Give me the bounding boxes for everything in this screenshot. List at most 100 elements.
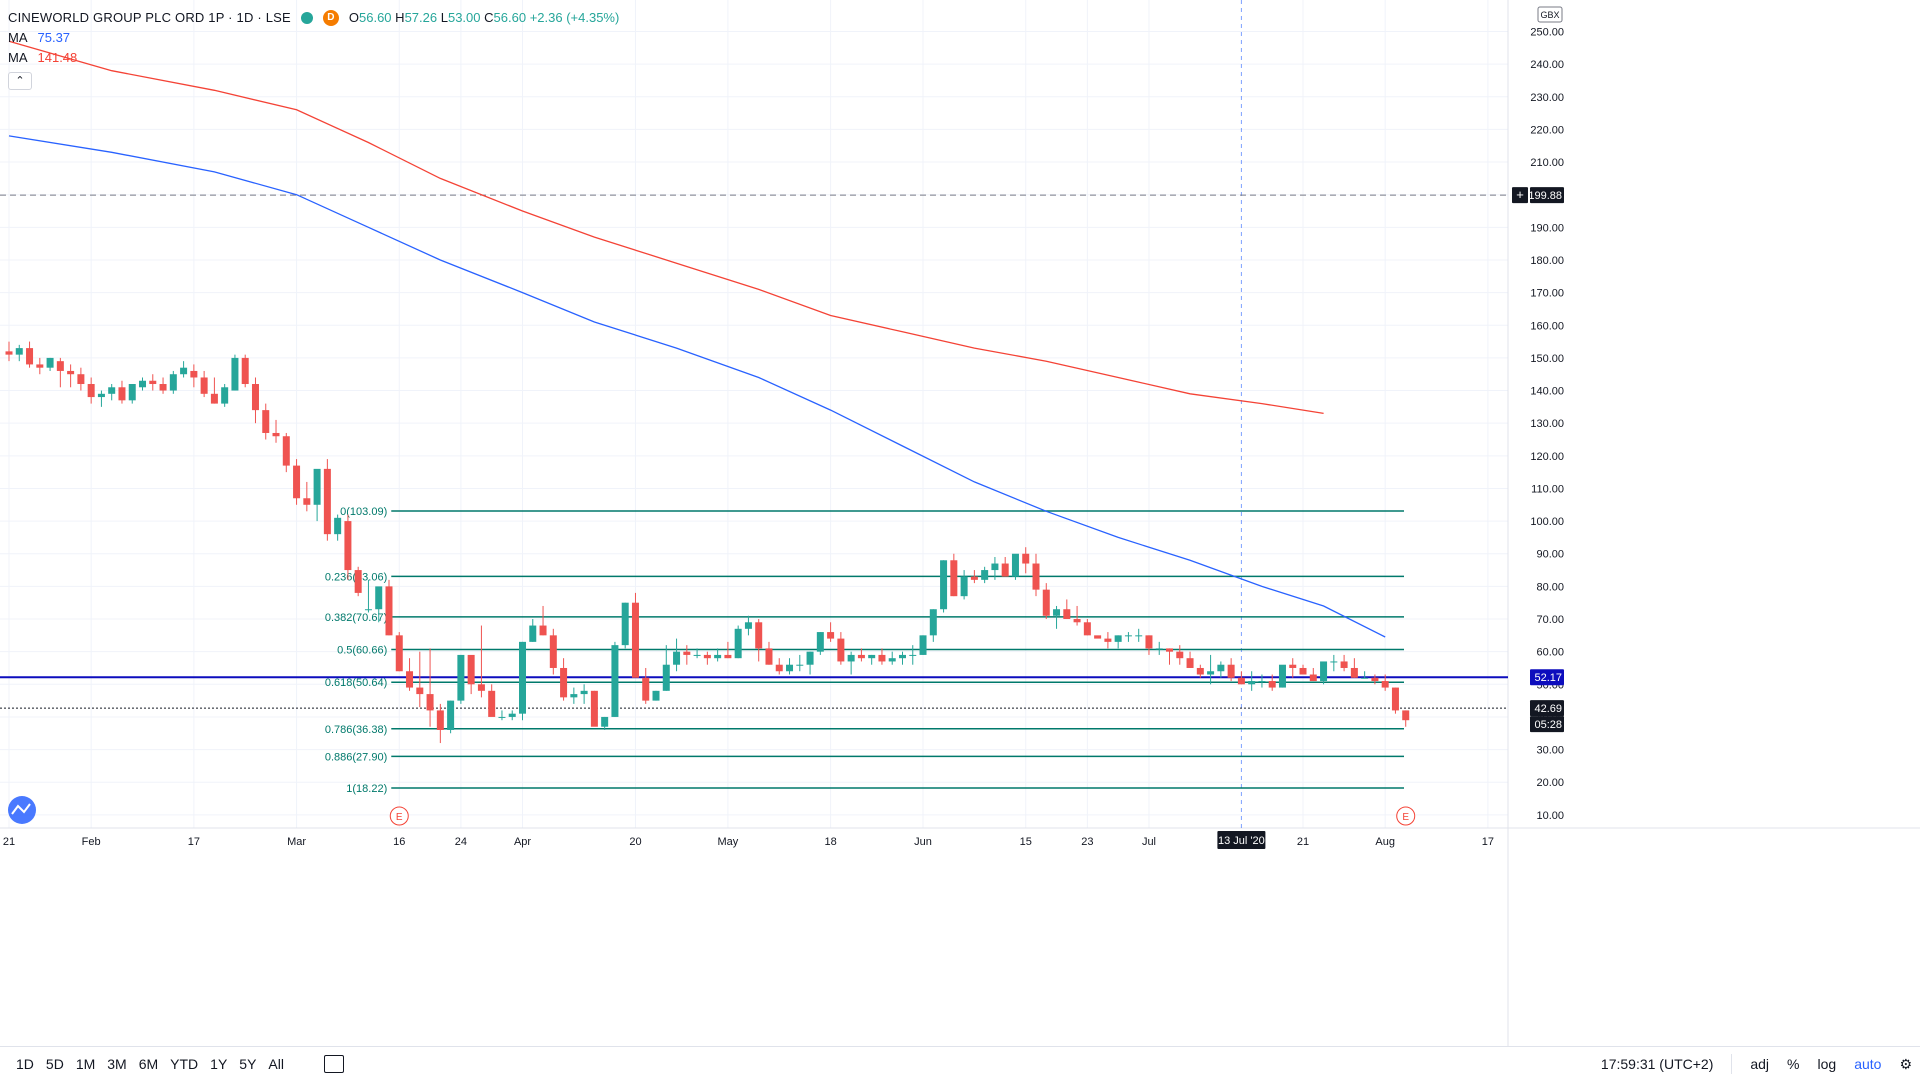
timeframe-6m[interactable]: 6M bbox=[138, 1056, 159, 1072]
candle-body bbox=[457, 654, 465, 701]
time-tick-label: 23 bbox=[1081, 836, 1093, 848]
candle-body bbox=[560, 667, 568, 698]
candle-body bbox=[221, 387, 229, 404]
candle-body bbox=[652, 690, 660, 701]
candle-body bbox=[724, 654, 732, 659]
calendar-icon[interactable] bbox=[323, 1055, 344, 1073]
low-value: 53.00 bbox=[447, 10, 481, 25]
candle-body bbox=[1094, 635, 1102, 639]
gear-icon[interactable]: ⚙ bbox=[1899, 1055, 1912, 1072]
candle-body bbox=[406, 671, 414, 688]
candle-body bbox=[570, 694, 578, 698]
high-label: H bbox=[395, 10, 405, 25]
timeframe-3m[interactable]: 3M bbox=[107, 1056, 127, 1072]
earnings-label: E bbox=[1402, 812, 1409, 823]
candle-body bbox=[683, 651, 691, 655]
time-tick-label: 15 bbox=[1020, 836, 1032, 848]
bottom-toolbar: 1D 5D 1M 3M 6M YTD 1Y 5Y All 17:59:31 (U… bbox=[0, 1046, 1920, 1081]
candle-body bbox=[303, 498, 311, 505]
price-tick-label: 80.00 bbox=[1536, 581, 1564, 593]
candle-body bbox=[488, 690, 496, 717]
earnings-icon bbox=[389, 806, 409, 826]
candle-body bbox=[1124, 635, 1132, 637]
candle-body bbox=[1083, 622, 1091, 636]
candle-body bbox=[775, 664, 783, 672]
candle-body bbox=[272, 432, 280, 437]
time-tick-label: Apr bbox=[514, 836, 531, 848]
candle-body bbox=[786, 664, 794, 672]
candle-body bbox=[128, 384, 136, 401]
timeframe-1d[interactable]: 1D bbox=[16, 1056, 34, 1072]
price-tick-label: 210.00 bbox=[1530, 157, 1564, 169]
candle-body bbox=[970, 576, 978, 580]
candle-body bbox=[981, 570, 989, 580]
candle-body bbox=[529, 625, 537, 642]
candle-body bbox=[1166, 648, 1174, 652]
time-tick-label: 17 bbox=[1482, 836, 1494, 848]
price-tick-label: 70.00 bbox=[1536, 614, 1564, 626]
timeframe-1y[interactable]: 1Y bbox=[210, 1056, 228, 1072]
candle-body bbox=[262, 410, 270, 433]
delayed-badge[interactable]: D bbox=[322, 10, 339, 26]
line-price-badge-label: 52.17 bbox=[1534, 672, 1562, 684]
auto-toggle[interactable]: auto bbox=[1854, 1056, 1882, 1072]
candle-body bbox=[642, 677, 650, 701]
price-tick-label: 120.00 bbox=[1530, 451, 1564, 463]
price-tick-label: 250.00 bbox=[1530, 27, 1564, 39]
candle-body bbox=[621, 602, 629, 646]
candle-body bbox=[344, 521, 352, 571]
timeframe-ytd[interactable]: YTD bbox=[170, 1056, 199, 1072]
candle-body bbox=[1207, 671, 1215, 675]
timeframe-1m[interactable]: 1M bbox=[75, 1056, 96, 1072]
candle-body bbox=[765, 648, 773, 665]
candle-body bbox=[210, 393, 218, 404]
candle-body bbox=[1135, 635, 1143, 637]
timeframe-all[interactable]: All bbox=[268, 1056, 284, 1072]
clock-time[interactable]: 17:59:31 (UTC+2) bbox=[1600, 1056, 1714, 1072]
time-tick-label: Jun bbox=[914, 836, 932, 848]
divider bbox=[1731, 1054, 1733, 1074]
percent-toggle[interactable]: % bbox=[1787, 1056, 1800, 1072]
candle-body bbox=[898, 654, 906, 659]
candle-body bbox=[334, 517, 342, 535]
adj-toggle[interactable]: adj bbox=[1750, 1056, 1770, 1072]
candle-body bbox=[447, 700, 455, 730]
price-tick-label: 10.00 bbox=[1536, 810, 1564, 822]
candle-body bbox=[590, 690, 598, 727]
candle-body bbox=[1402, 710, 1410, 721]
candle-body bbox=[46, 357, 54, 368]
candle-body bbox=[734, 628, 742, 659]
candle-body bbox=[1371, 677, 1379, 682]
time-tick-label: 18 bbox=[824, 836, 836, 848]
candle-body bbox=[519, 641, 526, 714]
crosshair-price-badge-label: 199.88 bbox=[1528, 190, 1562, 202]
candle-body bbox=[15, 348, 23, 355]
candle-body bbox=[1011, 553, 1019, 577]
low-label: L bbox=[440, 10, 448, 25]
candle-body bbox=[87, 384, 95, 398]
candle-body bbox=[36, 364, 44, 368]
indicator-ma-short[interactable]: MA 75.37 bbox=[8, 28, 619, 48]
candle-body bbox=[1001, 563, 1009, 577]
price-tick-label: 110.00 bbox=[1531, 483, 1564, 495]
earnings-icon bbox=[1396, 806, 1416, 826]
fib-level-label: 0(103.09) bbox=[340, 506, 387, 518]
candle-body bbox=[251, 384, 259, 411]
time-tick-label: 21 bbox=[1297, 836, 1309, 848]
candle-body bbox=[960, 576, 968, 597]
chevron-up-icon[interactable]: ⌃ bbox=[8, 72, 32, 90]
indicator-ma-long[interactable]: MA 141.48 bbox=[8, 48, 619, 68]
candle-body bbox=[693, 654, 701, 656]
earnings-label: E bbox=[396, 812, 403, 823]
time-tick-label: Mar bbox=[287, 836, 306, 848]
price-chart[interactable]: 0(103.09)0.236(83.06)0.382(70.67)0.5(60.… bbox=[0, 0, 1920, 1046]
timeframe-5y[interactable]: 5Y bbox=[239, 1056, 257, 1072]
candle-body bbox=[1022, 553, 1030, 564]
log-toggle[interactable]: log bbox=[1817, 1056, 1837, 1072]
candle-body bbox=[991, 563, 999, 571]
candle-body bbox=[1145, 635, 1153, 649]
indicator-label: MA bbox=[8, 50, 28, 65]
candle-body bbox=[950, 560, 958, 597]
timeframe-5d[interactable]: 5D bbox=[45, 1056, 64, 1072]
candle-body bbox=[426, 694, 434, 711]
